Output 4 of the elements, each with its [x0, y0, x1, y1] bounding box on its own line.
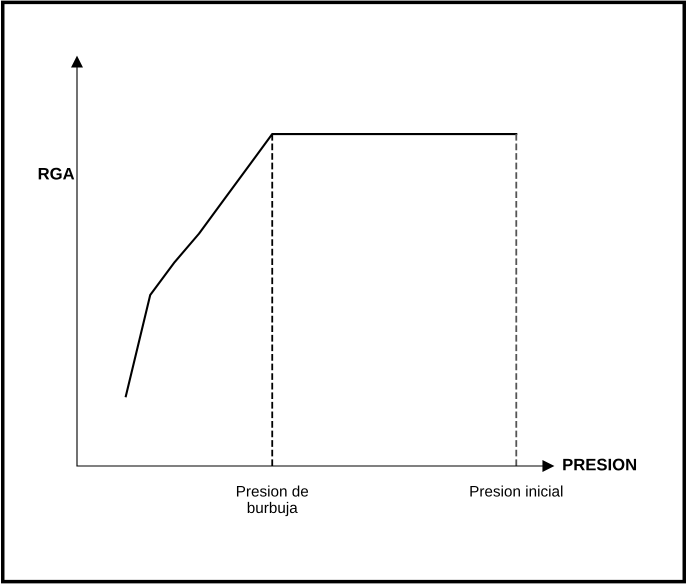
x-tick-label: Presion inicial [470, 485, 562, 497]
y-axis-title: RGA [38, 168, 74, 180]
x-axis-title: PRESION [563, 458, 636, 470]
x-tick-label: Presion de burbuja [236, 485, 308, 516]
